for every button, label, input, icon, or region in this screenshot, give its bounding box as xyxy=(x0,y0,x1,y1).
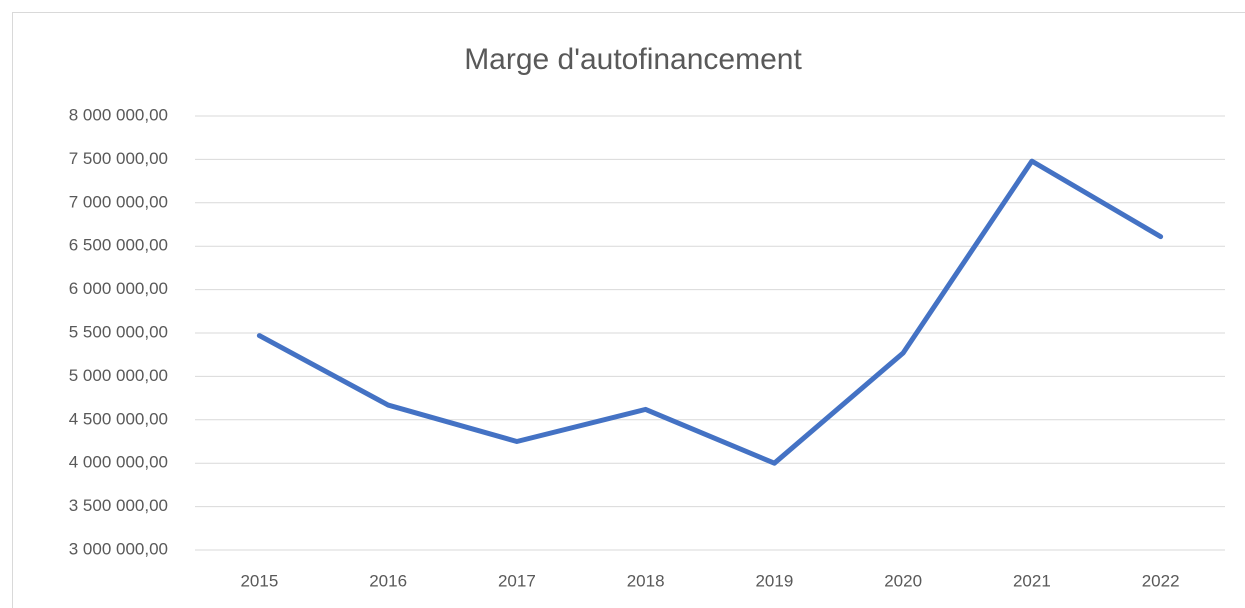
chart-title: Marge d'autofinancement xyxy=(464,43,802,76)
y-tick-label: 7 500 000,00 xyxy=(69,149,168,168)
line-series xyxy=(256,158,1164,466)
y-tick-label: 6 000 000,00 xyxy=(69,279,168,298)
x-tick-label: 2016 xyxy=(369,571,407,590)
y-tick-label: 7 000 000,00 xyxy=(69,192,168,211)
y-tick-label: 5 000 000,00 xyxy=(69,366,168,385)
x-tick-label: 2022 xyxy=(1142,571,1180,590)
chart-border xyxy=(12,12,1245,608)
y-tick-label: 3 000 000,00 xyxy=(69,539,168,558)
x-tick-label: 2019 xyxy=(755,571,793,590)
x-tick-label: 2015 xyxy=(240,571,278,590)
x-tick-label: 2018 xyxy=(627,571,665,590)
y-tick-label: 6 500 000,00 xyxy=(69,236,168,255)
y-tick-label: 4 000 000,00 xyxy=(69,453,168,472)
y-tick-label: 3 500 000,00 xyxy=(69,496,168,515)
x-tick-label: 2017 xyxy=(498,571,536,590)
x-tick-label: 2020 xyxy=(884,571,922,590)
x-tick-label: 2021 xyxy=(1013,571,1051,590)
y-tick-label: 4 500 000,00 xyxy=(69,409,168,428)
y-tick-label: 8 000 000,00 xyxy=(69,105,168,124)
y-tick-label: 5 500 000,00 xyxy=(69,322,168,341)
